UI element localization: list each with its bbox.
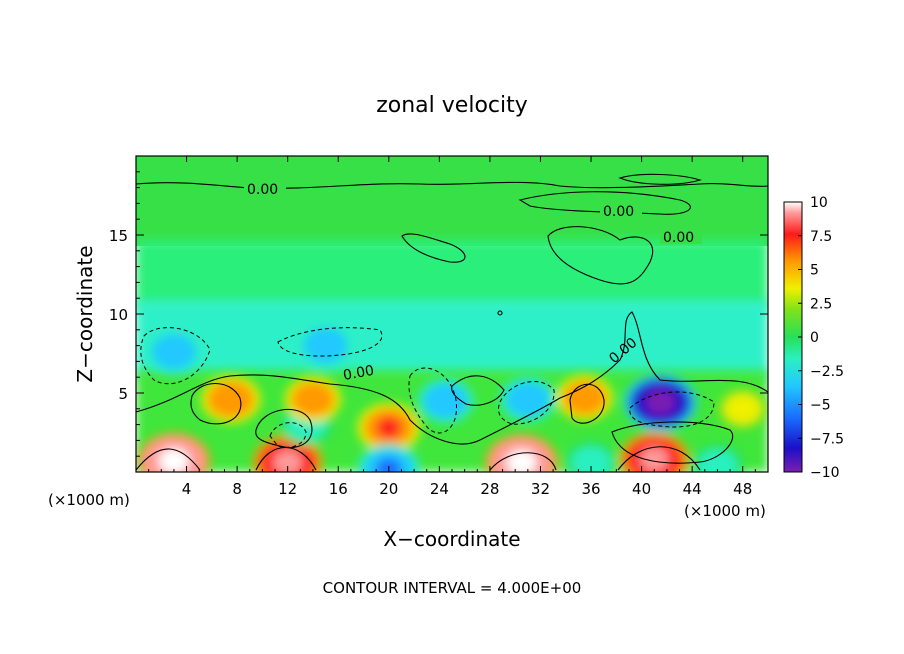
field-extremum — [151, 334, 196, 370]
colorbar-tick-label: −10 — [810, 465, 840, 481]
x-unit-right: (×1000 m) — [684, 502, 766, 520]
y-tick-label: 15 — [109, 227, 128, 245]
x-tick-label: 4 — [182, 480, 192, 498]
field-extremum-core — [506, 449, 537, 472]
y-axis-label: Z−coordinate — [73, 245, 97, 382]
plot-field — [136, 156, 768, 472]
field-extremum — [723, 393, 762, 425]
field-extremum-core — [645, 389, 676, 416]
field-extremum — [423, 383, 468, 419]
colorbar-tick-label: 5 — [810, 263, 819, 279]
contour-label: 0.00 — [342, 363, 375, 384]
field-extremum — [697, 449, 738, 472]
field-extremum — [303, 328, 348, 364]
contour-label: 0.00 — [247, 182, 278, 198]
colorbar-tick-label: −7.5 — [810, 431, 844, 447]
contour-lines — [136, 173, 768, 471]
negative-contours — [140, 327, 715, 448]
colorbar-tick-label: 2.5 — [810, 296, 832, 312]
field-extremum — [570, 446, 612, 472]
x-axis-label: X−coordinate — [383, 527, 520, 551]
field-extremum-core — [640, 447, 669, 472]
y-tick-label: 5 — [118, 385, 128, 403]
colorbar-ticks: 10 7.5 5 2.5 0 −2.5 −5 −7.5 −10 — [798, 195, 844, 481]
x-unit-left: (×1000 m) — [48, 491, 130, 509]
contour-label: 0.00 — [603, 204, 634, 220]
chart-title: zonal velocity — [376, 93, 528, 118]
contour-label: 0.00 — [663, 230, 694, 246]
x-tick-label: 32 — [531, 480, 550, 498]
contour-interval-note: CONTOUR INTERVAL = 4.000E+00 — [323, 579, 582, 597]
y-tick-label: 10 — [109, 306, 128, 324]
field-extremum-core — [376, 416, 402, 439]
colorbar-tick-label: 7.5 — [810, 229, 832, 245]
x-tick-label: 16 — [329, 480, 348, 498]
field-extremum — [505, 381, 550, 417]
x-tick-label: 48 — [733, 480, 752, 498]
field-extremum — [562, 380, 607, 416]
x-tick-label: 44 — [683, 480, 702, 498]
field-extremum-core — [158, 448, 189, 472]
field-extremum — [290, 381, 335, 417]
field-extremum-core — [273, 450, 302, 472]
contour-label-group: 0.00 0.00 0.00 0.00 0.00 — [244, 182, 702, 384]
field-extremum — [207, 380, 255, 418]
field-extremum-core — [376, 458, 402, 472]
colorbar-tick-label: 0 — [810, 330, 819, 346]
x-tick-label: 40 — [632, 480, 651, 498]
x-tick-label: 8 — [232, 480, 242, 498]
x-tick-label: 12 — [278, 480, 297, 498]
x-tick-label: 24 — [430, 480, 449, 498]
x-tick-label: 20 — [379, 480, 398, 498]
x-tick-label: 36 — [581, 480, 600, 498]
x-tick-label: 28 — [480, 480, 499, 498]
colorbar-tick-label: −5 — [810, 398, 831, 414]
colorbar-tick-label: −2.5 — [810, 364, 844, 380]
colorbar-tick-label: 10 — [810, 195, 828, 211]
